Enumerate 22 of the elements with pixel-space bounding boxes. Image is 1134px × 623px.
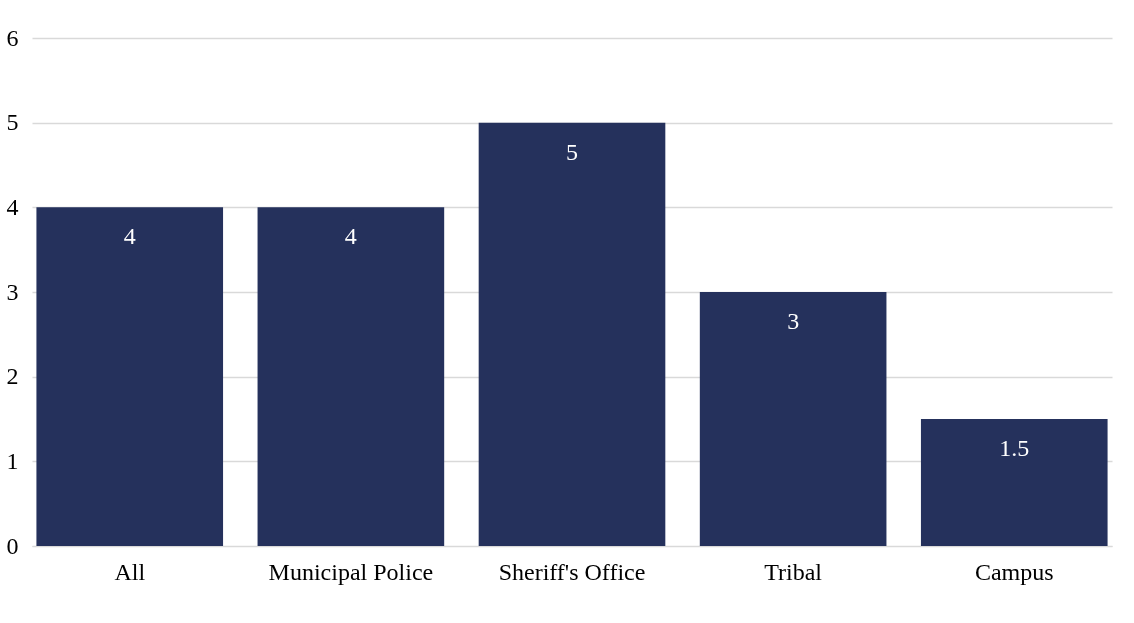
- data-label: 4: [344, 223, 357, 250]
- x-tick-label: Municipal Police: [268, 558, 434, 585]
- data-label: 3: [787, 308, 800, 334]
- data-label: 5: [566, 138, 578, 165]
- bar: [699, 292, 887, 546]
- y-tick-label: 3: [6, 278, 19, 305]
- y-tick-label: 6: [6, 24, 19, 51]
- data-label: 1.5: [999, 435, 1030, 461]
- bar: [257, 207, 445, 546]
- x-tick-label: Campus: [974, 558, 1054, 585]
- bar: [920, 419, 1108, 546]
- y-tick-label: 2: [6, 363, 19, 390]
- bar: [478, 122, 666, 546]
- y-tick-label: 1: [6, 447, 19, 474]
- y-tick-label: 5: [6, 109, 19, 136]
- y-tick-label: 0: [6, 532, 19, 559]
- bar: [36, 207, 224, 546]
- x-tick-label: All: [114, 558, 146, 585]
- data-label: 4: [123, 223, 136, 250]
- x-tick-label: Tribal: [764, 558, 823, 585]
- x-tick-label: Sheriff's Office: [498, 558, 646, 585]
- y-tick-label: 4: [6, 193, 19, 220]
